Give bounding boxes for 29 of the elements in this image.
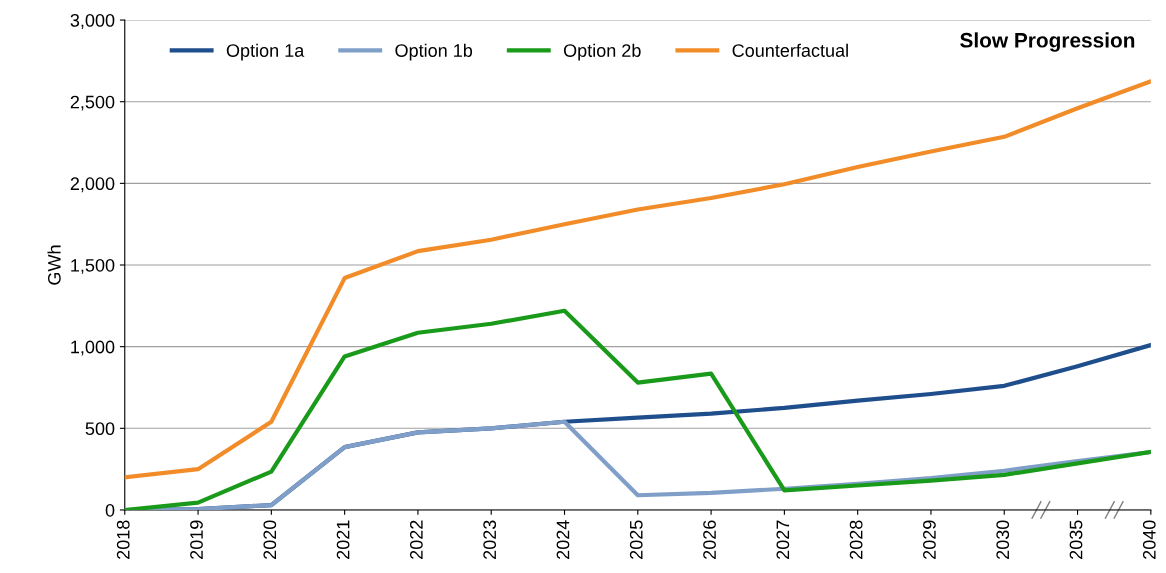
x-tick-label: 2035 — [1069, 520, 1083, 559]
x-tick-label: 2019 — [190, 520, 203, 559]
y-tick-label: 3,000 — [70, 13, 115, 29]
x-tick-label: 2023 — [483, 520, 497, 559]
x-tick-label: 2027 — [776, 520, 790, 559]
x-tick-label: 2020 — [263, 520, 277, 559]
legend-label: Option 1b — [395, 43, 473, 61]
x-tick-label: 2018 — [116, 520, 130, 559]
y-tick-label: 0 — [105, 503, 115, 517]
y-tick-label: 1,500 — [71, 258, 115, 274]
x-tick-label: 2026 — [703, 520, 716, 559]
x-tick-label: 2029 — [923, 520, 936, 559]
y-axis-title: GWh — [47, 245, 61, 285]
y-tick-label: 500 — [85, 422, 115, 436]
text: Slow Progression — [960, 32, 1135, 52]
x-tick-label: 2021 — [336, 520, 350, 559]
x-tick-label: 2028 — [849, 520, 863, 559]
x-tick-label: 2022 — [409, 520, 423, 559]
x-tick-label: 2025 — [629, 520, 643, 559]
line-series — [124, 79, 1151, 480]
x-tick-label: 2030 — [996, 520, 1010, 559]
y-tick-label: 1,000 — [71, 340, 115, 356]
y-tick-label: 2,500 — [70, 95, 115, 111]
y-tick-label: 2,000 — [70, 177, 115, 193]
x-tick-label: 2024 — [556, 520, 570, 559]
legend-label: Counterfactual — [732, 43, 848, 57]
legend-label: Option 2b — [563, 43, 641, 61]
x-tick-label: 2040 — [1142, 520, 1156, 559]
legend-label: Option 1a — [226, 43, 305, 61]
